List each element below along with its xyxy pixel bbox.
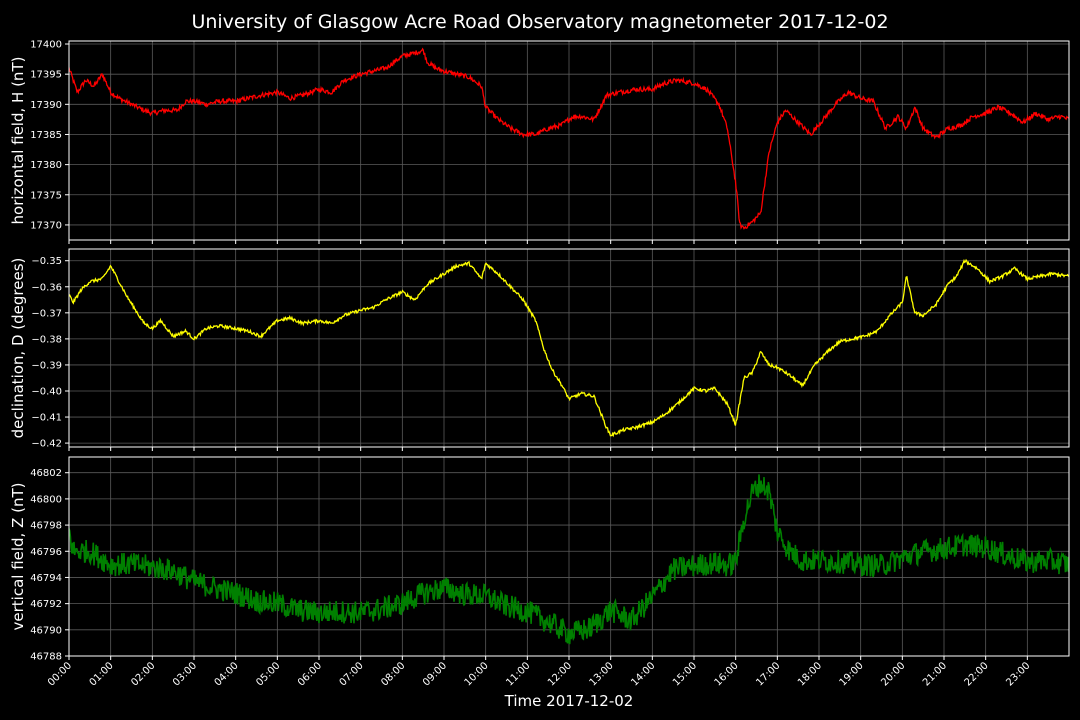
y-tick-label: 17370: [30, 220, 62, 231]
x-tick-label: 03:00: [171, 660, 199, 688]
y-tick-label: 46794: [30, 573, 62, 584]
y-tick-label: −0.38: [31, 334, 62, 345]
x-tick-label: 12:00: [546, 660, 574, 688]
y-tick-label: 46800: [30, 494, 62, 505]
panel-3: 46788 46790 46792 46794 46796 46798 46800 46802…: [9, 456, 1070, 663]
x-tick-label: 10:00: [463, 660, 491, 688]
x-tick-label: 16:00: [713, 660, 741, 688]
x-tick-label: 23:00: [1004, 660, 1032, 688]
x-tick-label: 01:00: [88, 660, 116, 688]
y-tick-label: −0.42: [31, 439, 62, 450]
y-tick-label: −0.35: [31, 256, 62, 267]
y-tick-label: 17380: [30, 160, 62, 171]
x-tick-label: 08:00: [379, 660, 407, 688]
x-tick-label: 05:00: [254, 660, 282, 688]
y-tick-label: 46798: [30, 521, 62, 532]
x-tick-label: 22:00: [963, 660, 991, 688]
x-tick-label: 21:00: [921, 660, 949, 688]
y-tick-label: 17385: [30, 130, 62, 141]
y-tick-label: 17395: [30, 70, 62, 81]
data-series-line: [69, 474, 1069, 645]
y-tick-label: −0.36: [31, 282, 62, 293]
y-axis-label: vertical field, Z (nT): [9, 482, 27, 630]
x-tick-label: 18:00: [796, 660, 824, 688]
y-tick-label: −0.37: [31, 308, 62, 319]
chart-panels: 17370 17375 17380 17385 17390 17395 17400horiz…: [9, 40, 1070, 663]
y-tick-label: −0.41: [31, 413, 62, 424]
y-axis-label: horizontal field, H (nT): [9, 57, 27, 225]
chart-title: University of Glasgow Acre Road Observat…: [191, 11, 888, 33]
x-tick-label: 13:00: [588, 660, 616, 688]
data-series-line: [69, 47, 1069, 230]
y-tick-label: 46790: [30, 625, 62, 636]
y-tick-label: 46788: [30, 652, 62, 663]
x-tick-label: 06:00: [296, 660, 324, 688]
y-tick-label: 17400: [30, 40, 62, 51]
x-tick-label: 09:00: [421, 660, 449, 688]
x-tick-label: 17:00: [754, 660, 782, 688]
x-axis-label: Time 2017-12-02: [504, 692, 634, 710]
panel-2: −0.42 −0.41 −0.40 −0.39 −0.38 −0.37 −0.36 −0.35…: [9, 248, 1070, 451]
x-tick-label: 20:00: [879, 660, 907, 688]
data-series-line: [69, 258, 1069, 438]
x-tick-label: 04:00: [213, 660, 241, 688]
x-tick-label: 19:00: [838, 660, 866, 688]
y-axis-label: declination, D (degrees): [9, 258, 27, 439]
x-tick-label: 00:00: [46, 660, 74, 688]
x-tick-label: 11:00: [504, 660, 532, 688]
panel-1: 17370 17375 17380 17385 17390 17395 17400horiz…: [9, 40, 1070, 244]
x-tick-label: 14:00: [629, 660, 657, 688]
x-tick-label: 07:00: [338, 660, 366, 688]
y-tick-label: 17390: [30, 100, 62, 111]
y-tick-label: 17375: [30, 190, 62, 201]
y-tick-label: 46796: [30, 547, 62, 558]
y-tick-label: −0.39: [31, 360, 62, 371]
x-tick-label: 15:00: [671, 660, 699, 688]
x-tick-label: 02:00: [129, 660, 157, 688]
x-axis: 00:00 01:00 02:00 03:00 04:00 05:00 06:00 07:00…: [46, 660, 1032, 688]
y-tick-label: −0.40: [31, 386, 62, 397]
y-tick-label: 46792: [30, 599, 62, 610]
y-tick-label: 46802: [30, 468, 62, 479]
